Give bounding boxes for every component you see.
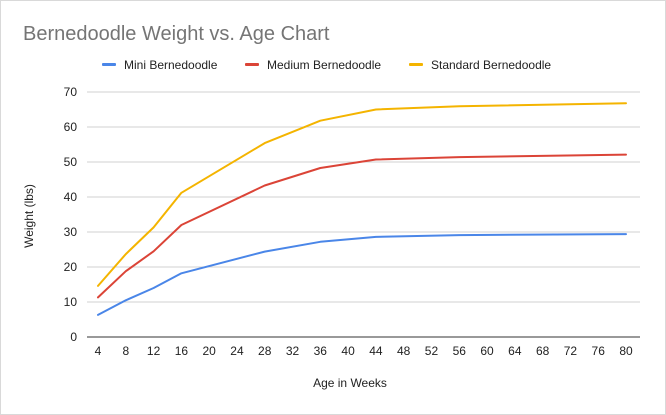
x-axis-title: Age in Weeks — [313, 376, 387, 390]
y-axis-title: Weight (lbs) — [22, 184, 36, 248]
y-tick-label: 20 — [64, 260, 78, 274]
series-line-medium — [97, 153, 627, 299]
x-axis-tick-labels: 4 8 12 16 20 24 28 32 36 40 44 48 52 56 60 64 68 72 76 80 — [95, 344, 633, 358]
x-tick-label: 32 — [286, 344, 300, 358]
y-tick-label: 40 — [64, 190, 78, 204]
y-tick-label: 60 — [64, 120, 78, 134]
x-tick-label: 36 — [314, 344, 328, 358]
legend-label-medium: Medium Bernedoodle — [267, 58, 381, 72]
series-line-mini — [97, 233, 627, 316]
chart-title: Bernedoodle Weight vs. Age Chart — [23, 23, 330, 45]
x-tick-label: 60 — [480, 344, 494, 358]
x-tick-label: 68 — [536, 344, 550, 358]
y-tick-label: 0 — [70, 330, 77, 344]
legend-swatch-mini — [102, 63, 116, 66]
x-tick-label: 8 — [122, 344, 129, 358]
x-tick-label: 56 — [453, 344, 467, 358]
x-tick-label: 28 — [258, 344, 272, 358]
x-tick-label: 20 — [202, 344, 216, 358]
legend-label-mini: Mini Bernedoodle — [124, 58, 218, 72]
y-tick-label: 50 — [64, 155, 78, 169]
x-tick-label: 16 — [175, 344, 189, 358]
gridlines — [87, 91, 640, 303]
x-tick-label: 24 — [230, 344, 244, 358]
x-tick-label: 52 — [425, 344, 439, 358]
series-lines — [97, 102, 627, 316]
y-tick-label: 70 — [64, 85, 78, 99]
legend-swatch-medium — [245, 63, 259, 66]
x-tick-label: 64 — [508, 344, 522, 358]
x-tick-label: 4 — [95, 344, 102, 358]
x-tick-label: 72 — [564, 344, 578, 358]
y-tick-label: 30 — [64, 225, 78, 239]
y-axis-tick-labels: 0 10 20 30 40 50 60 70 — [64, 85, 78, 344]
x-tick-label: 44 — [369, 344, 383, 358]
x-tick-label: 48 — [397, 344, 411, 358]
y-tick-label: 10 — [64, 295, 78, 309]
x-tick-label: 12 — [147, 344, 161, 358]
x-tick-label: 80 — [619, 344, 633, 358]
legend-swatch-standard — [409, 63, 423, 66]
x-tick-label: 76 — [592, 344, 606, 358]
legend-label-standard: Standard Bernedoodle — [431, 58, 551, 72]
x-tick-label: 40 — [341, 344, 355, 358]
series-line-standard — [97, 102, 627, 287]
legend: Mini Bernedoodle Medium Bernedoodle Stan… — [102, 58, 551, 72]
